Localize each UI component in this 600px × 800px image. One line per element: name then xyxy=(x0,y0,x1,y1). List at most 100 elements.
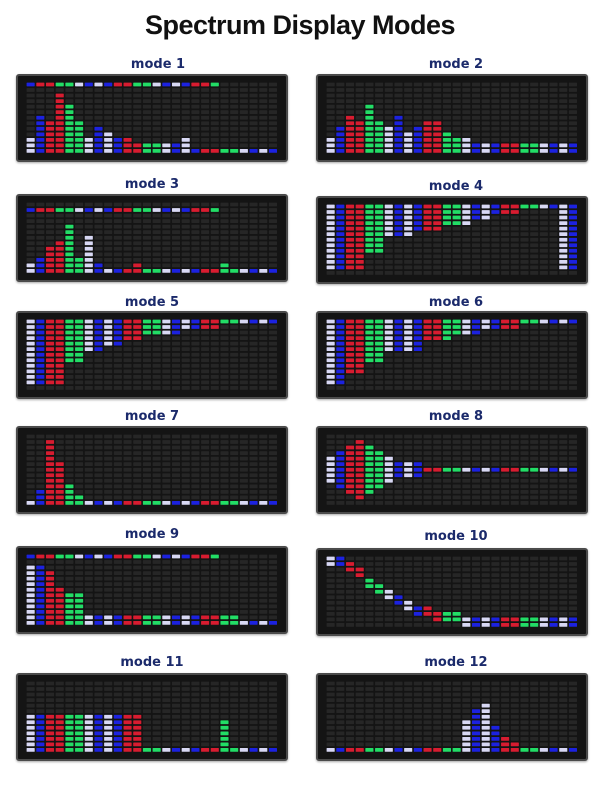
led-off xyxy=(491,578,500,583)
led-lit xyxy=(510,748,519,752)
led-off xyxy=(84,93,93,98)
led-off xyxy=(259,576,268,581)
led-off xyxy=(75,451,84,455)
led-off xyxy=(65,467,74,472)
led-off xyxy=(326,495,335,500)
led-lit xyxy=(94,132,103,137)
led-off xyxy=(239,219,248,223)
led-off xyxy=(568,369,577,374)
led-lit xyxy=(423,467,432,472)
led-off xyxy=(220,235,229,240)
led-lit xyxy=(336,374,345,379)
led-lit xyxy=(394,341,403,346)
led-lit xyxy=(442,210,451,214)
led-off xyxy=(201,736,210,741)
led-off xyxy=(210,104,219,109)
led-lit xyxy=(55,82,64,87)
led-lit xyxy=(239,269,248,273)
led-off xyxy=(26,484,35,489)
led-off xyxy=(162,495,171,500)
led-lit xyxy=(191,621,200,625)
led-off xyxy=(230,554,239,559)
led-off xyxy=(152,352,161,357)
led-off xyxy=(181,363,190,368)
led-off xyxy=(539,126,548,131)
led-off xyxy=(384,121,393,126)
led-lit xyxy=(36,714,45,719)
led-off xyxy=(413,358,422,363)
led-off xyxy=(530,232,539,237)
led-lit xyxy=(55,208,64,212)
led-off xyxy=(171,687,181,691)
led-off xyxy=(404,595,413,600)
led-off xyxy=(142,386,151,390)
led-off xyxy=(326,714,335,719)
led-off xyxy=(481,501,490,505)
led-off xyxy=(345,556,355,561)
led-off xyxy=(394,681,403,686)
led-off xyxy=(568,456,577,461)
led-off xyxy=(501,374,510,379)
led-off xyxy=(471,578,481,583)
led-off xyxy=(413,445,422,450)
led-off xyxy=(113,202,122,207)
led-off xyxy=(510,687,519,691)
led-off xyxy=(471,584,481,589)
led-lit xyxy=(45,576,55,581)
led-off xyxy=(530,736,539,741)
led-lit xyxy=(45,330,55,335)
led-off xyxy=(539,562,548,566)
led-off xyxy=(491,254,500,259)
led-off xyxy=(394,611,403,616)
led-off xyxy=(113,434,122,439)
led-lit xyxy=(336,149,345,153)
led-lit xyxy=(471,617,481,622)
led-off xyxy=(230,560,239,564)
led-off xyxy=(94,110,103,115)
led-lit xyxy=(559,259,568,264)
led-off xyxy=(249,263,258,268)
led-lit xyxy=(568,149,577,153)
led-off xyxy=(336,703,345,708)
led-off xyxy=(230,99,239,103)
led-off xyxy=(249,336,258,340)
led-off xyxy=(133,235,142,240)
led-off xyxy=(268,440,277,444)
led-off xyxy=(491,352,500,357)
led-off xyxy=(113,462,122,467)
led-off xyxy=(559,742,568,747)
led-lit xyxy=(442,132,451,137)
led-off xyxy=(520,82,529,87)
led-off xyxy=(501,703,510,708)
led-lit xyxy=(326,748,335,752)
led-off xyxy=(152,714,161,719)
led-off xyxy=(491,562,500,566)
led-off xyxy=(394,578,403,583)
led-off xyxy=(355,692,364,697)
led-off xyxy=(384,578,393,583)
led-off xyxy=(36,560,45,564)
led-lit xyxy=(191,554,200,559)
led-off xyxy=(268,489,277,494)
led-off xyxy=(365,617,374,622)
led-lit xyxy=(345,358,355,363)
led-off xyxy=(433,341,442,346)
led-off xyxy=(162,698,171,702)
led-lit xyxy=(345,259,355,264)
led-lit xyxy=(65,263,74,268)
led-lit xyxy=(394,132,403,137)
led-off xyxy=(94,571,103,575)
led-off xyxy=(384,380,393,385)
led-lit xyxy=(375,456,384,461)
led-off xyxy=(539,104,548,109)
led-off xyxy=(259,374,268,379)
led-lit xyxy=(336,473,345,478)
led-off xyxy=(539,725,548,730)
led-lit xyxy=(181,501,190,505)
led-off xyxy=(65,440,74,444)
led-off xyxy=(123,489,132,494)
led-lit xyxy=(336,462,345,467)
led-off xyxy=(520,358,529,363)
led-off xyxy=(55,219,64,223)
led-off xyxy=(249,241,258,246)
